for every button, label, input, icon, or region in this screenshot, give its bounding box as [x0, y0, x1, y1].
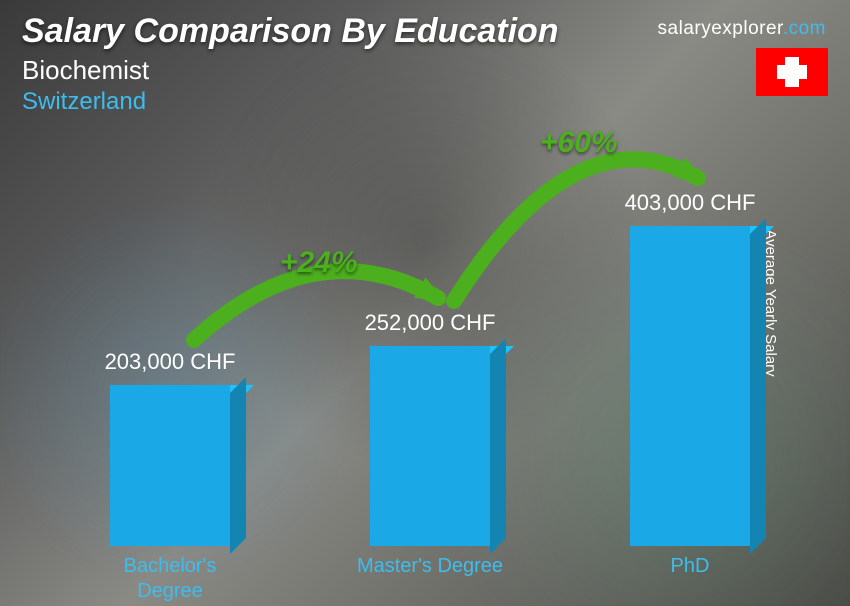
bar-category-label: Bachelor's Degree: [90, 554, 250, 604]
increase-percent-label: +60%: [540, 126, 618, 160]
source-name: salaryexplorer: [658, 18, 783, 39]
subtitle-country: Switzerland: [22, 88, 828, 116]
increase-arrow-icon: [80, 126, 780, 546]
bar-category-label: PhD: [610, 554, 770, 579]
bar-category-label: Master's Degree: [350, 554, 510, 579]
source-tld: .com: [783, 18, 826, 39]
salary-bar-chart: 203,000 CHFBachelor's Degree252,000 CHFM…: [80, 126, 780, 546]
subtitle-job: Biochemist: [22, 55, 828, 86]
flag-switzerland-icon: [756, 48, 828, 96]
source-attribution: salaryexplorer.com: [658, 18, 826, 40]
